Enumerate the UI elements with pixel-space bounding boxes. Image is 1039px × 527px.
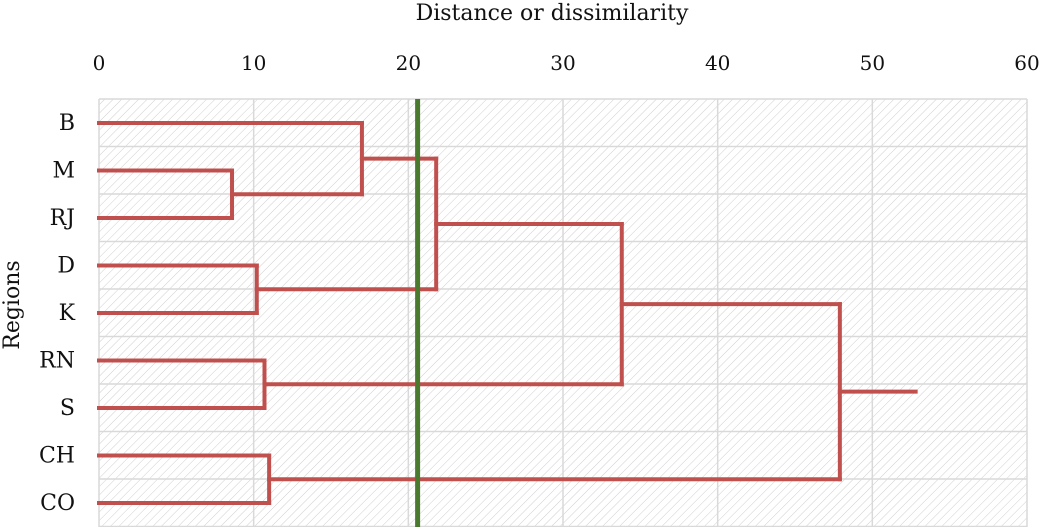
x-tick-label: 50 (860, 51, 885, 75)
x-tick-label: 30 (550, 51, 575, 75)
y-axis-title: Regions (0, 260, 25, 349)
x-tick-label: 60 (1014, 51, 1039, 75)
x-tick-label: 10 (241, 51, 266, 75)
category-label: D (57, 254, 75, 279)
category-label: RN (39, 349, 75, 374)
category-label: B (59, 111, 75, 136)
category-label: K (59, 301, 76, 326)
x-tick-label: 0 (93, 51, 106, 75)
category-label: CO (40, 491, 75, 516)
category-label: RJ (50, 206, 75, 231)
x-tick-label: 40 (705, 51, 730, 75)
x-tick-label: 20 (396, 51, 421, 75)
x-axis-title: Distance or dissimilarity (416, 1, 689, 26)
category-label: S (60, 396, 75, 421)
x-tick-labels: 0 10 20 30 40 50 60 (93, 51, 1039, 75)
category-label: M (52, 159, 75, 184)
dendrogram-branches (97, 121, 918, 505)
category-label: CH (39, 444, 75, 469)
y-category-labels: BM RJ DK RN S CH CO (39, 111, 76, 516)
